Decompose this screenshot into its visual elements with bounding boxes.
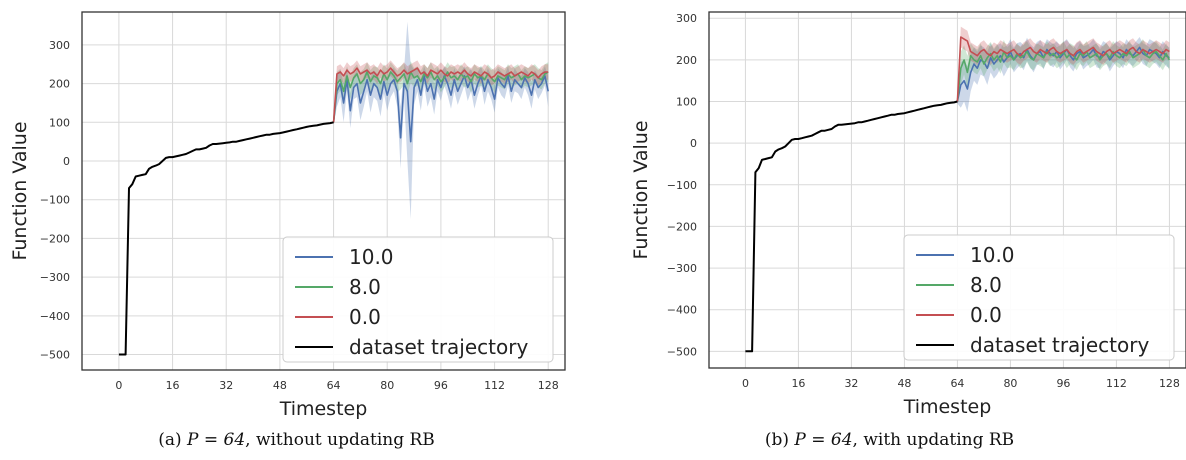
- legend-label-0-0-a: 0.0: [349, 305, 381, 329]
- y-tick-label--300: −300: [40, 271, 70, 284]
- y-tick-label--200: −200: [40, 232, 70, 245]
- x-tick-label-96: 96: [1056, 377, 1070, 390]
- series-line-dataset-trajectory-a: [118, 121, 334, 356]
- y-tick-label-100: 100: [676, 96, 697, 109]
- x-tick-label-128: 128: [1159, 377, 1180, 390]
- y-tick-label-0: 0: [690, 137, 697, 150]
- x-tick-label-32: 32: [844, 377, 858, 390]
- legend-box-b: [903, 234, 1175, 361]
- chart-a-svg: 0 16 32 48 64 80 96 112 128 −500 −400 −300 −200 −100 0…: [9, 11, 566, 420]
- plot-frame-a: [81, 11, 566, 371]
- x-tick-label-64: 64: [950, 377, 964, 390]
- x-tick-label-64: 64: [327, 379, 341, 392]
- y-tick-label-300: 300: [676, 12, 697, 25]
- x-axis-label-b: Timestep: [903, 396, 992, 418]
- caption-a-suffix: , without updating RB: [245, 430, 435, 450]
- legend-label-dataset-trajectory-a: dataset trajectory: [349, 335, 528, 359]
- y-tick-label--100: −100: [667, 179, 697, 192]
- band-0-0-b: [957, 26, 1170, 104]
- chart-b-svg: 0 16 32 48 64 80 96 112 128 −500 −400 −300 −200 −100 0…: [630, 11, 1186, 418]
- x-tick-label-0: 0: [742, 377, 749, 390]
- y-tick-label--500: −500: [667, 345, 697, 358]
- y-tick-label--200: −200: [667, 220, 697, 233]
- y-tick-label--400: −400: [667, 304, 697, 317]
- x-tick-label-32: 32: [219, 379, 233, 392]
- caption-a-prefix: (a): [158, 430, 188, 450]
- y-tick-label--100: −100: [40, 194, 70, 207]
- caption-b: (b) P = 64, with updating RB: [593, 430, 1186, 450]
- x-tick-label-112: 112: [484, 379, 505, 392]
- series-line-10-0-a: [332, 75, 549, 143]
- legend-box-a: [282, 236, 554, 363]
- legend-label-8-0-b: 8.0: [970, 273, 1002, 297]
- plot-group-b: [745, 26, 1171, 353]
- legend-label-8-0-a: 8.0: [349, 275, 381, 299]
- legend-label-dataset-trajectory-b: dataset trajectory: [970, 333, 1149, 357]
- series-line-dataset-trajectory-b: [745, 100, 958, 353]
- x-axis-label-a: Timestep: [279, 398, 368, 420]
- x-tick-label-0: 0: [115, 379, 122, 392]
- x-tick-label-112: 112: [1106, 377, 1127, 390]
- y-tick-label--400: −400: [40, 310, 70, 323]
- caption-a-math: P = 64: [187, 430, 246, 450]
- y-tick-label-200: 200: [676, 54, 697, 67]
- caption-a: (a) P = 64, without updating RB: [0, 430, 593, 450]
- legend-label-10-0-b: 10.0: [970, 243, 1015, 267]
- legend-label-10-0-a: 10.0: [349, 245, 394, 269]
- chart-panel-b: 0 16 32 48 64 80 96 112 128 −500 −400 −300 −200 −100 0…: [593, 0, 1186, 460]
- caption-b-suffix: , with updating RB: [852, 430, 1015, 450]
- caption-b-math: P = 64: [794, 430, 853, 450]
- y-axis-label-a: Function Value: [9, 121, 31, 260]
- caption-b-prefix: (b): [764, 430, 795, 450]
- x-tick-label-80: 80: [1003, 377, 1017, 390]
- x-tick-label-96: 96: [434, 379, 448, 392]
- band-8-0-a: [333, 61, 549, 125]
- x-tick-label-128: 128: [538, 379, 559, 392]
- y-tick-label-300: 300: [49, 39, 70, 52]
- y-axis-label-b: Function Value: [630, 120, 652, 259]
- series-line-0-0-b: [956, 36, 1170, 102]
- x-tick-label-48: 48: [273, 379, 287, 392]
- plot-group-a: [118, 21, 549, 356]
- plot-frame-b: [708, 11, 1186, 369]
- x-tick-label-48: 48: [897, 377, 911, 390]
- x-tick-label-80: 80: [380, 379, 394, 392]
- x-tick-label-16: 16: [166, 379, 180, 392]
- y-tick-label-0: 0: [63, 155, 70, 168]
- x-tick-label-16: 16: [791, 377, 805, 390]
- y-tick-label-200: 200: [49, 78, 70, 91]
- y-tick-label--500: −500: [40, 349, 70, 362]
- legend-label-0-0-b: 0.0: [970, 303, 1002, 327]
- series-line-8-0-a: [332, 71, 549, 123]
- y-tick-label-100: 100: [49, 116, 70, 129]
- series-line-10-0-b: [956, 46, 1170, 102]
- chart-panel-a: 0 16 32 48 64 80 96 112 128 −500 −400 −300 −200 −100 0…: [0, 11, 593, 450]
- y-tick-label--300: −300: [667, 262, 697, 275]
- series-line-0-0-a: [332, 67, 549, 123]
